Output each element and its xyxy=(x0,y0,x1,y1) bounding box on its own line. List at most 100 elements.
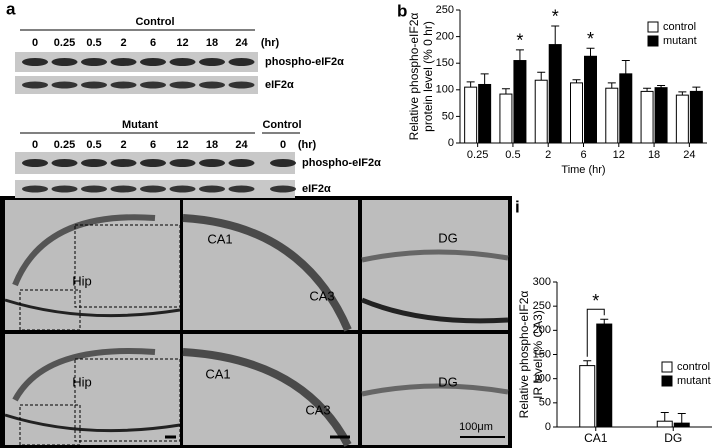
blot-band xyxy=(51,81,78,89)
panel-label: i xyxy=(515,197,520,216)
lane-label: 24 xyxy=(235,139,248,151)
lane-label: 2 xyxy=(120,139,126,151)
blot-band xyxy=(22,81,48,89)
lane-label: 0.5 xyxy=(86,37,101,49)
region-label: CA1 xyxy=(207,231,232,246)
blot-band xyxy=(51,58,78,66)
x-tick-label: 12 xyxy=(613,149,625,161)
legend-swatch xyxy=(647,21,659,33)
error-bar xyxy=(501,88,510,95)
tissue-layer xyxy=(182,214,352,332)
blot-band xyxy=(228,185,255,193)
blot-band xyxy=(169,159,196,167)
error-bar xyxy=(621,60,630,74)
bar xyxy=(673,422,690,428)
bar xyxy=(513,60,527,144)
error-bar xyxy=(657,85,666,88)
error-bar xyxy=(466,81,475,88)
micrograph xyxy=(362,200,508,330)
y-tick-label: 200 xyxy=(533,324,551,336)
error-bar xyxy=(583,360,592,366)
significance-mark: * xyxy=(592,291,599,311)
y-axis-label: protein level (% 0 hr) xyxy=(421,21,435,132)
scale-label: 100μm xyxy=(459,421,493,433)
lane-label: 18 xyxy=(206,37,218,49)
unit-label: (hr) xyxy=(298,139,317,151)
y-axis-label: Relative phospho-eIF2α xyxy=(517,291,531,419)
region-label: Hip xyxy=(72,273,92,288)
bar xyxy=(548,44,562,144)
error-bar xyxy=(677,412,686,424)
blot-band xyxy=(169,58,196,66)
legend-swatch xyxy=(661,361,673,373)
tissue-layer xyxy=(361,249,509,263)
bar xyxy=(675,94,689,144)
region-label: CA3 xyxy=(305,402,330,417)
x-tick-label: DG xyxy=(664,431,682,445)
blot-band xyxy=(140,58,166,66)
blot-band xyxy=(140,185,166,193)
blot-band xyxy=(199,185,225,193)
blot-band xyxy=(140,159,166,167)
blot-band xyxy=(81,58,107,66)
bar xyxy=(619,73,633,144)
row-label: phospho-eIF2α xyxy=(265,56,344,68)
legend-label: control xyxy=(677,361,710,373)
bar xyxy=(464,86,478,144)
blot-band xyxy=(81,159,107,167)
tissue-edge xyxy=(4,413,181,433)
error-bar xyxy=(586,47,595,57)
legend-label: mutant xyxy=(663,35,697,47)
blot-title: Control xyxy=(262,119,301,131)
error-bar xyxy=(515,49,524,61)
error-bar xyxy=(572,79,581,83)
bar xyxy=(640,90,654,144)
lane-label: 0.5 xyxy=(86,139,101,151)
lane-label: 0 xyxy=(32,139,38,151)
error-bar xyxy=(660,412,669,422)
y-axis-label: IR level (% CA3) xyxy=(531,310,545,399)
row-label: eIF2α xyxy=(265,79,294,91)
bar xyxy=(499,93,513,144)
inset-box xyxy=(74,224,181,308)
region-label: CA1 xyxy=(205,366,230,381)
lane-label: 12 xyxy=(176,139,188,151)
unit-label: (hr) xyxy=(261,37,280,49)
blot-band xyxy=(140,81,166,89)
significance-mark: * xyxy=(587,29,594,49)
y-tick-label: 150 xyxy=(436,57,454,69)
tissue-layer xyxy=(12,348,156,402)
lane-label: 2 xyxy=(120,37,126,49)
blot-title: Control xyxy=(135,16,174,28)
region-label: DG xyxy=(438,374,458,389)
lane-label: 0.25 xyxy=(54,139,75,151)
error-bar xyxy=(692,86,701,92)
tissue-edge xyxy=(4,298,181,318)
blot-band xyxy=(22,185,48,193)
significance-mark: * xyxy=(516,31,523,51)
error-bar xyxy=(480,73,489,85)
blot-band xyxy=(228,159,255,167)
blot-band xyxy=(51,159,78,167)
blot-band xyxy=(228,81,255,89)
y-tick-label: 150 xyxy=(533,348,551,360)
region-label: Hip xyxy=(72,374,92,389)
bar xyxy=(570,82,583,144)
legend-label: control xyxy=(663,21,696,33)
panel-label: b xyxy=(397,1,407,20)
blot-band xyxy=(81,185,107,193)
blot-band xyxy=(270,185,296,193)
tissue-layer xyxy=(182,348,352,447)
y-tick-label: 250 xyxy=(533,300,551,312)
blot-band xyxy=(199,159,225,167)
blot-band xyxy=(22,159,48,167)
blot-band xyxy=(110,58,137,66)
y-tick-label: 300 xyxy=(533,276,551,288)
tissue-layer xyxy=(12,214,156,287)
row-label: phospho-eIF2α xyxy=(302,157,381,169)
x-axis-label: Time (hr) xyxy=(561,164,605,176)
lane-label: 18 xyxy=(206,139,218,151)
inset-box xyxy=(19,289,81,331)
x-tick-label: CA1 xyxy=(584,431,608,445)
blot-band xyxy=(169,185,196,193)
